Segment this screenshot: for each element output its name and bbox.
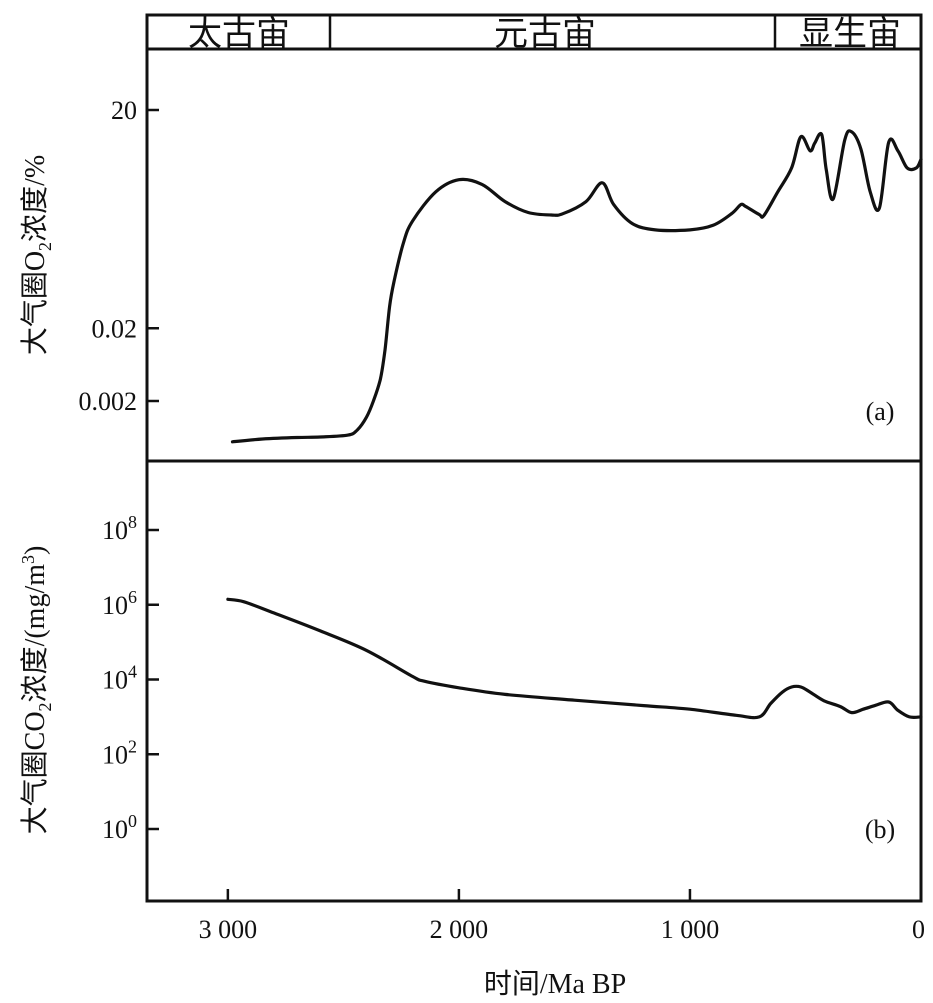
x-tick-label: 2 000 [430,915,489,944]
panel-b-ytick-label: 108 [102,512,137,545]
panel-a-ytick-label: 0.002 [79,387,138,416]
panel-b-ytick-exponent: 4 [128,662,137,682]
panel-b-ytick-base: 10 [102,516,128,545]
panel-b-ytick-base: 10 [102,591,128,620]
panel-b-ylabel-main: 大气圈CO [19,711,51,834]
panel-b-ytick-base: 10 [102,666,128,695]
panel-a-ylabel-tail: 浓度/% [19,155,51,242]
panel-a-tag: (a) [866,397,895,426]
oxygen-curve [230,129,923,444]
panel-b-ytick-label: 106 [102,587,137,620]
x-tick-label: 1 000 [661,915,720,944]
carbon-dioxide-curve [226,597,923,720]
panel-a-ylabel-subscript: 2 [35,242,55,251]
panel-b-ylabel-close: ) [20,546,51,555]
panel-b-ylabel-tail: 浓度/(mg/m [19,564,51,703]
panel-b-ytick-exponent: 0 [128,811,137,831]
panel-b-ytick-exponent: 2 [128,736,137,756]
x-tick-label: 0 [912,915,925,944]
eon-label-archean: 太古宙 [188,15,290,53]
eon-label-phanerozoic: 显生宙 [799,15,901,53]
panel-a-ylabel-main: 大气圈O [19,251,51,355]
panel-a-ylabel: 大气圈O2浓度/% [19,155,55,355]
eon-header: 太古宙 元古宙 显生宙 [145,13,923,53]
panel-b-ytick-label: 100 [102,811,137,844]
panel-b-ytick-base: 10 [102,815,128,844]
panel-b-ylabel-superscript: 3 [18,555,38,564]
x-axis: 3 000 2 000 1 000 0 [199,889,925,944]
panel-a-ytick-label: 20 [111,96,137,125]
x-axis-label: 时间/Ma BP [484,968,626,1000]
panel-b-ytick-base: 10 [102,740,128,769]
panel-b-ylabel: 大气圈CO2浓度/(mg/m3) [18,546,55,835]
panel-a-ytick-label: 0.02 [92,314,138,343]
x-tick-label: 3 000 [199,915,258,944]
panel-a-oxygen: 20 0.02 0.002 (a) [79,96,923,444]
eon-label-proterozoic: 元古宙 [494,15,596,53]
panel-b-ytick-exponent: 6 [128,587,137,607]
plot-frame [145,47,923,903]
panel-b-tag: (b) [865,815,895,844]
panel-b-ytick-exponent: 8 [128,512,137,532]
panel-b-ytick-label: 102 [102,736,137,769]
panel-b-ylabel-subscript: 2 [35,702,55,711]
panel-b-ytick-label: 104 [102,662,137,695]
